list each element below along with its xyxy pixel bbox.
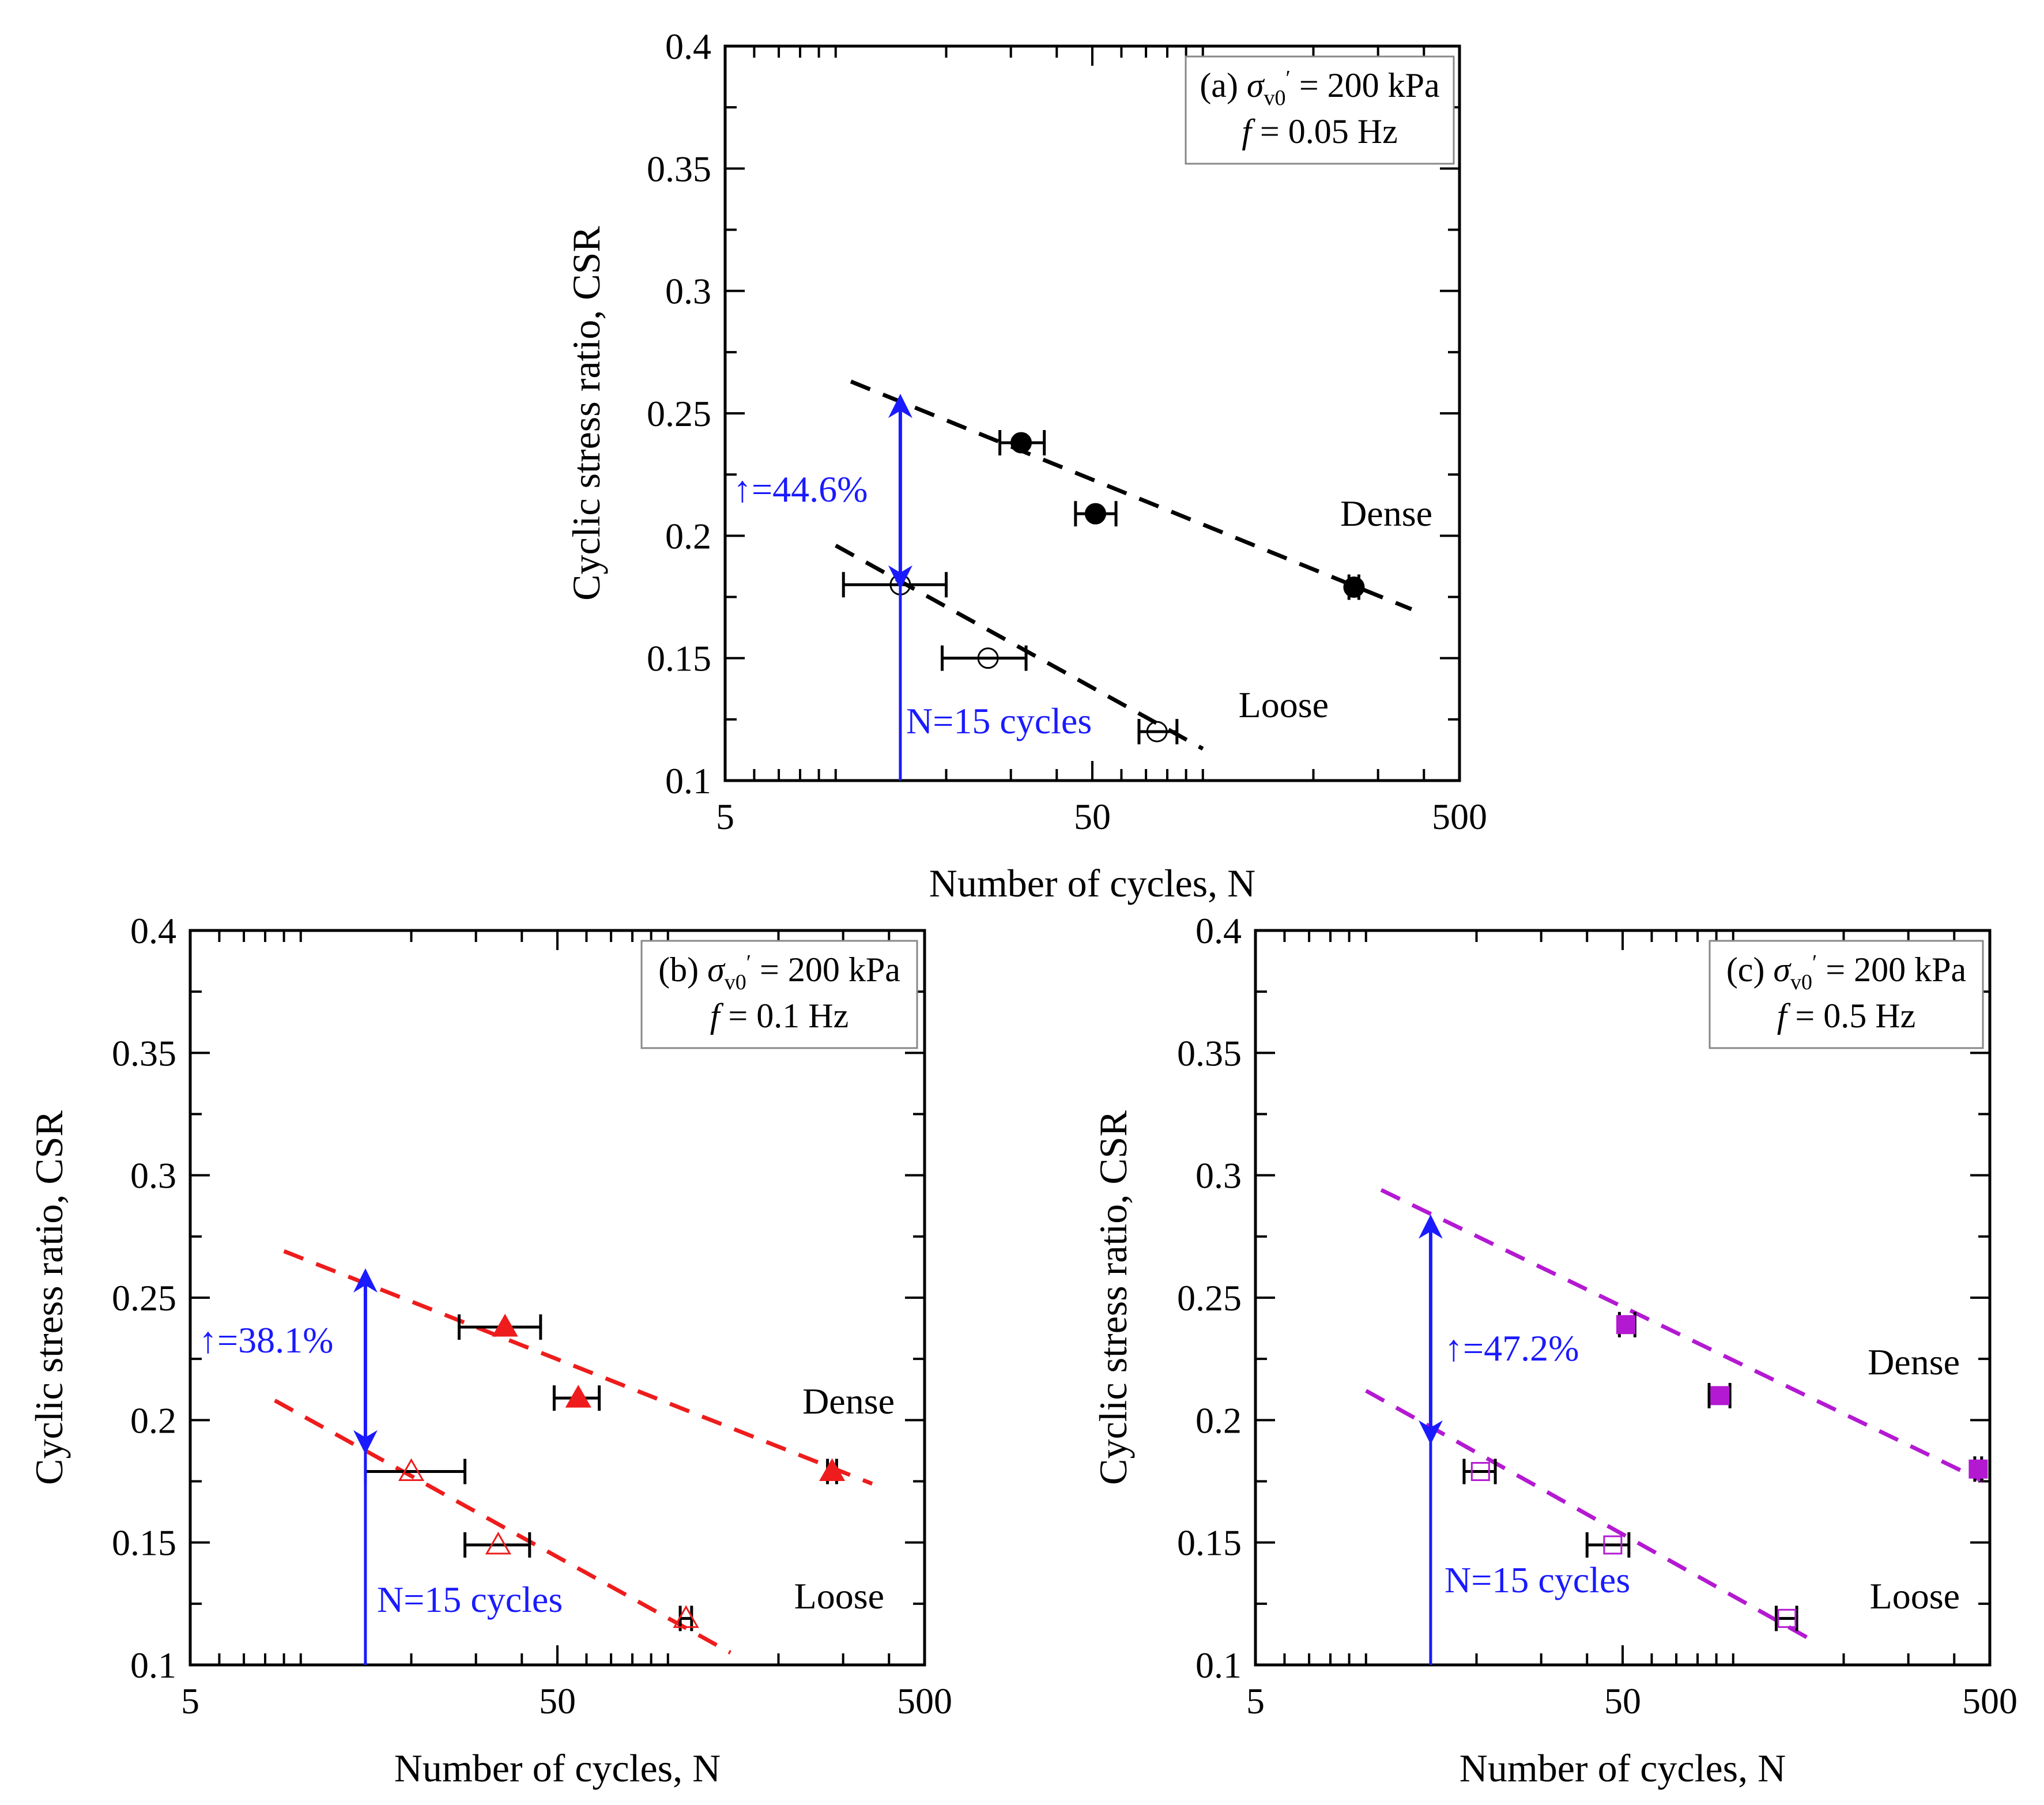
panel-a-data-point-dense [1010, 432, 1032, 454]
panel-a-y-tick-label: 0.25 [647, 393, 711, 434]
panel-c-y-tick-label: 0.25 [1177, 1278, 1242, 1318]
panel-b-data-point-loose [673, 1605, 699, 1628]
panel-c-x-tick-label: 500 [1962, 1680, 2017, 1721]
panel-b: 5 50 500 0.1 0.15 0.2 0.25 0.3 0.35 0.4 ↑=38.1% N=… [27, 910, 952, 1790]
panel-b-annotations: ↑=38.1% N=15 cycles Dense Loose [199, 1268, 895, 1665]
panel-c-plot-frame [1254, 929, 1992, 1667]
panel-c-x-tick-label: 50 [1604, 1680, 1641, 1721]
panel-b-y-tick-label: 0.4 [130, 910, 176, 951]
panel-b-dense-label: Dense [802, 1381, 895, 1422]
panel-c-increase-percent-label: ↑=47.2% [1445, 1328, 1579, 1369]
panel-b-y-tick-label: 0.1 [130, 1645, 176, 1686]
panel-b-loose-label: Loose [794, 1576, 884, 1616]
panel-a-y-tick-label: 0.3 [665, 271, 711, 312]
panel-c-data-point-dense [1968, 1459, 1988, 1479]
panel-c-y-tick-label: 0.2 [1196, 1400, 1242, 1441]
panel-a-dense-label: Dense [1340, 493, 1432, 534]
panel-c-markers [1470, 1315, 1988, 1628]
panel-c-y-tick-label: 0.35 [1177, 1032, 1242, 1073]
panel-b-x-axis-label: Number of cycles, N [394, 1746, 721, 1790]
panel-b-y-tick-label: 0.15 [112, 1523, 176, 1563]
panel-b-y-tick-label: 0.3 [130, 1155, 176, 1196]
panel-a-plot-frame [723, 44, 1461, 782]
panel-a-y-axis-label: Cyclic stress ratio, CSR [564, 225, 608, 600]
panel-c-x-tick-label: 5 [1246, 1680, 1265, 1721]
panel-b-plot-frame [188, 929, 926, 1667]
panel-c-annotations: ↑=47.2% N=15 cycles Dense Loose [1418, 1214, 1960, 1665]
panel-c-x-axis-label: Number of cycles, N [1460, 1746, 1786, 1790]
panel-b-legend-frequency-line: f = 0.1 Hz [710, 997, 848, 1035]
panel-b-y-axis-label: Cyclic stress ratio, CSR [27, 1110, 71, 1484]
panel-b-x-tick-label: 500 [897, 1680, 952, 1721]
panel-b-data-point-dense [565, 1385, 591, 1408]
panel-c-data-point-loose [1777, 1608, 1797, 1628]
panel-b-trend-lines [274, 1249, 873, 1655]
panel-c-y-axis-label: Cyclic stress ratio, CSR [1091, 1110, 1135, 1484]
panel-c: 5 50 500 0.1 0.15 0.2 0.25 0.3 0.35 0.4 ↑=47.2% N=… [1091, 910, 2017, 1790]
panel-c-y-tick-label: 0.15 [1177, 1523, 1242, 1563]
panel-a-increase-percent-label: ↑=44.6% [733, 469, 868, 510]
panel-c-tick-labels: 5 50 500 0.1 0.15 0.2 0.25 0.3 0.35 0.4 [1177, 910, 2017, 1721]
panel-c-data-point-loose [1470, 1462, 1490, 1482]
panel-c-legend-box [1709, 940, 1984, 1049]
panel-c-loose-label: Loose [1870, 1576, 1960, 1616]
panel-c-data-point-dense [1616, 1315, 1635, 1335]
panel-b-n15-cycles-label: N=15 cycles [377, 1579, 563, 1620]
panel-c-y-tick-label: 0.1 [1196, 1645, 1242, 1686]
panel-a-legend-box [1185, 55, 1455, 165]
panel-a-x-tick-label: 50 [1074, 796, 1111, 837]
panel-a-x-tick-label: 5 [716, 796, 734, 837]
panel-c-legend-frequency-line: f = 0.5 Hz [1777, 997, 1915, 1035]
panel-a-data-point-loose [977, 647, 999, 669]
panel-c-data-point-loose [1603, 1535, 1623, 1555]
panel-a-data-point-dense [1343, 576, 1365, 598]
panel-c-n15-cycles-label: N=15 cycles [1445, 1559, 1630, 1600]
panel-a-y-tick-label: 0.4 [665, 26, 711, 67]
panel-a-loose-label: Loose [1239, 684, 1329, 725]
panel-a-y-tick-label: 0.35 [647, 148, 711, 189]
panel-a-y-tick-label: 0.1 [665, 760, 711, 801]
panel-a-markers [889, 432, 1365, 743]
panel-a-n15-cycles-label: N=15 cycles [906, 700, 1092, 741]
panel-c-dense-label: Dense [1868, 1341, 1960, 1382]
panel-b-increase-percent-label: ↑=38.1% [199, 1320, 333, 1361]
panel-a: 5 50 500 0.1 0.15 0.2 0.25 0.3 0.35 0.4 ↑=44.6% N=… [564, 26, 1487, 905]
panel-a-tick-labels: 5 50 500 0.1 0.15 0.2 0.25 0.3 0.35 0.4 [647, 26, 1487, 837]
panel-b-y-tick-label: 0.2 [130, 1400, 176, 1441]
panel-b-tick-labels: 5 50 500 0.1 0.15 0.2 0.25 0.3 0.35 0.4 [112, 910, 952, 1721]
panel-b-data-point-loose [398, 1458, 425, 1482]
panel-a-x-tick-label: 500 [1432, 796, 1487, 837]
panel-a-data-point-loose [1146, 721, 1168, 743]
panel-b-legend-box [640, 940, 918, 1049]
panel-b-data-point-loose [485, 1531, 511, 1555]
panel-b-legend-stress-line: (b) σv0′ = 200 kPa [658, 951, 900, 994]
panel-c-y-tick-label: 0.3 [1196, 1155, 1242, 1196]
panel-b-x-tick-label: 50 [539, 1680, 576, 1721]
panel-c-trend-line-dense [1380, 1188, 1985, 1483]
panel-a-y-tick-label: 0.2 [665, 515, 711, 556]
panel-a-data-point-dense [1084, 503, 1106, 525]
panel-c-data-point-dense [1710, 1386, 1730, 1405]
panel-b-x-tick-label: 5 [181, 1680, 199, 1721]
panel-b-data-point-dense [819, 1458, 846, 1482]
panel-c-y-tick-label: 0.4 [1196, 910, 1242, 951]
panel-b-data-point-dense [492, 1313, 518, 1337]
panel-b-markers [398, 1313, 846, 1628]
panel-b-trend-line-loose [274, 1399, 731, 1655]
panel-b-y-tick-label: 0.35 [112, 1032, 176, 1073]
panel-a-legend-frequency-line: f = 0.05 Hz [1242, 112, 1397, 150]
panel-c-legend-stress-line: (c) σv0′ = 200 kPa [1726, 951, 1966, 994]
panel-a-y-tick-label: 0.15 [647, 638, 711, 679]
panel-b-trend-line-dense [283, 1249, 873, 1486]
panel-b-y-tick-label: 0.25 [112, 1278, 176, 1318]
panel-a-legend-stress-line: (a) σv0′ = 200 kPa [1200, 66, 1439, 110]
panel-a-trend-line-dense [850, 379, 1413, 611]
panel-a-annotations: ↑=44.6% N=15 cycles Dense Loose [733, 394, 1432, 781]
panel-a-x-axis-label: Number of cycles, N [929, 861, 1255, 905]
